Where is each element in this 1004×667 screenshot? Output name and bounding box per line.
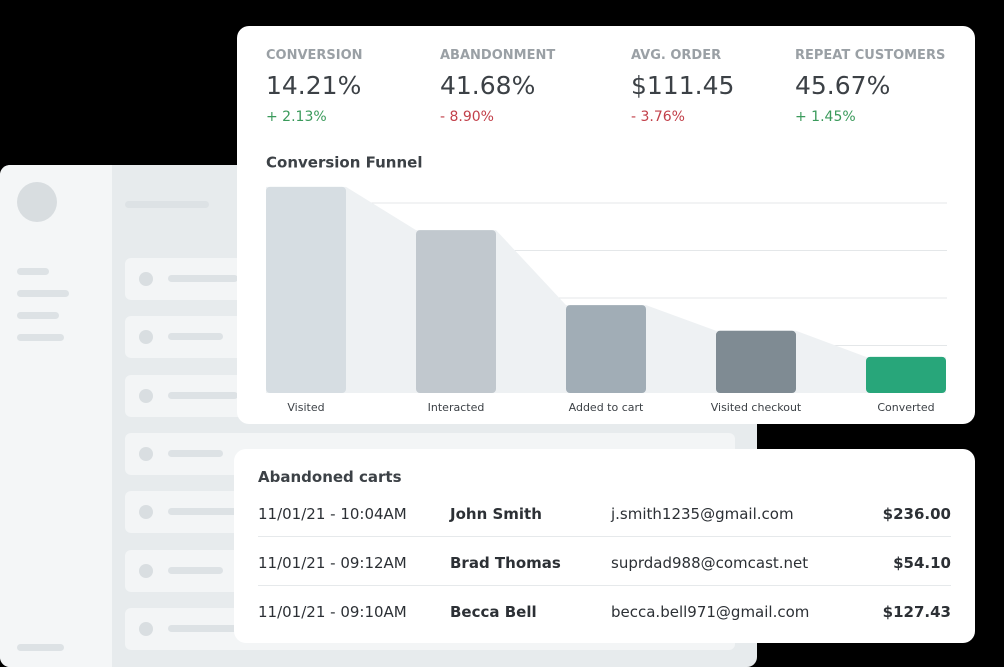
metric-value: $111.45 [631,71,735,100]
metric-label: CONVERSION [266,48,363,63]
x-tick-label: Interacted [428,401,485,414]
x-tick-label: Visited [287,401,324,414]
placeholder-line [168,566,223,574]
metric-label: ABANDONMENT [440,48,556,63]
metric-label: AVG. ORDER [631,48,722,63]
placeholder-line [168,391,238,399]
cart-time: 11/01/21 - 09:12AM [258,554,407,572]
placeholder-line [168,449,223,457]
metric-change: - 3.76% [631,109,685,125]
x-tick-label: Visited checkout [711,401,802,414]
bar [416,230,496,393]
avatar [17,182,57,222]
bar [716,330,796,393]
cart-name: Brad Thomas [450,554,561,572]
metric-value: 45.67% [795,71,891,100]
placeholder-dot [139,330,153,345]
metric-value: 41.68% [440,71,536,100]
cart-amount: $236.00 [882,505,951,523]
placeholder-line [168,275,238,282]
cart-amount: $127.43 [882,603,951,621]
x-tick-label: Added to cart [569,401,644,414]
cart-amount: $54.10 [893,554,951,572]
cart-name: John Smith [450,505,542,523]
placeholder-dot [139,388,153,403]
nav-item [17,334,64,341]
cart-time: 11/01/21 - 09:10AM [258,603,407,621]
nav-item [17,312,59,319]
placeholder-dot [139,272,153,286]
carts-card: Abandoned carts 11/01/21 - 10:04AM John S… [234,449,975,643]
bar [566,305,646,393]
nav-item [17,290,69,297]
sidebar [0,165,112,667]
row-divider [258,536,951,537]
funnel-chart: Conversion Funnel Visited Interacted Added… [266,154,947,414]
cart-time: 11/01/21 - 10:04AM [258,505,407,523]
placeholder-dot [139,446,153,461]
stats-card: CONVERSION 14.21% + 2.13% ABANDONMENT 41.68%… [237,26,975,424]
cart-email: becca.bell971@gmail.com [611,603,810,621]
bar [866,356,946,393]
metric-change: - 8.90% [440,109,494,125]
metric-change: + 1.45% [795,109,856,125]
row-divider [258,585,951,586]
placeholder-line [168,508,238,516]
placeholder-dot [139,505,153,520]
metric-change: + 2.13% [266,109,327,125]
placeholder-dot [139,563,153,578]
carts-title: Abandoned carts [258,468,402,486]
nav-item [17,268,49,275]
placeholder-line [168,624,238,632]
x-tick-label: Converted [877,401,934,414]
cart-email: suprdad988@comcast.net [611,554,809,572]
chart-title: Conversion Funnel [266,154,422,172]
metric-value: 14.21% [266,71,362,100]
placeholder-line [168,333,223,341]
placeholder-dot [139,621,153,636]
cart-name: Becca Bell [450,603,537,621]
nav-item [17,644,64,651]
bar [266,186,346,393]
header-bar [125,201,209,208]
metric-label: REPEAT CUSTOMERS [795,48,946,63]
cart-email: j.smith1235@gmail.com [611,505,794,523]
